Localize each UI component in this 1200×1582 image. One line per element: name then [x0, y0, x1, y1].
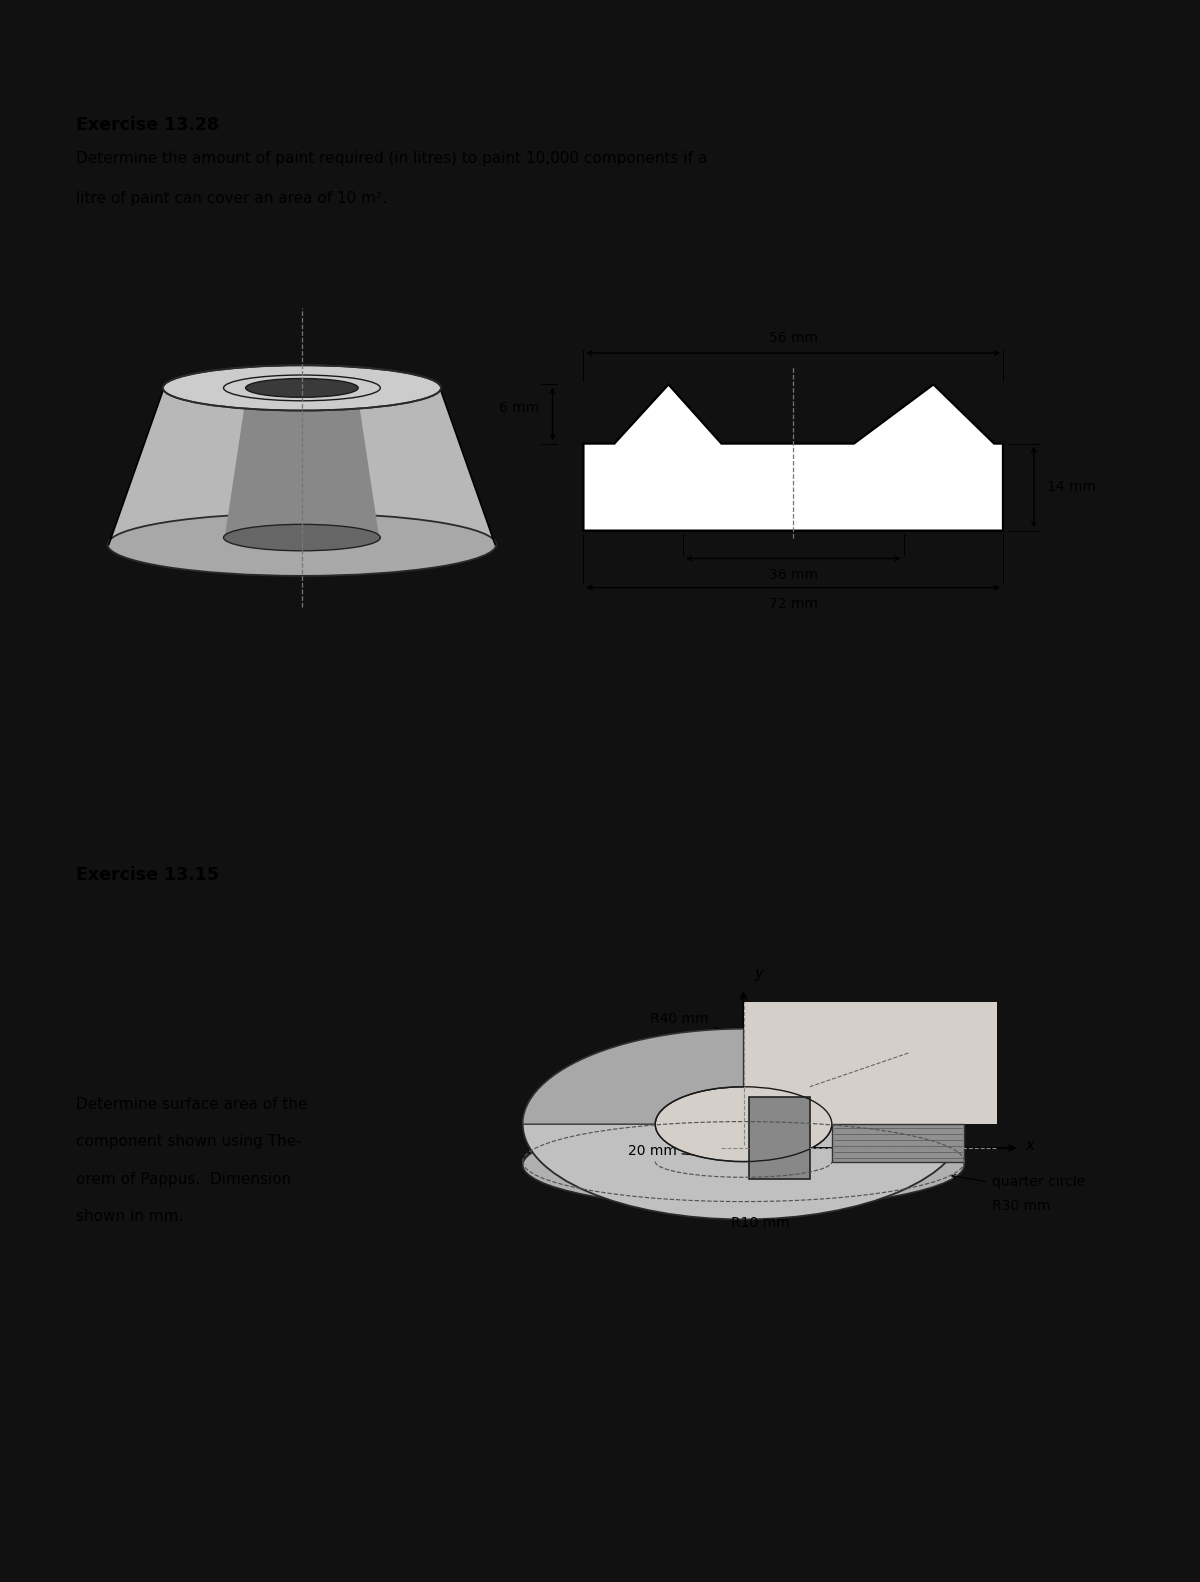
Text: 36 mm: 36 mm [769, 568, 817, 582]
Ellipse shape [223, 524, 380, 551]
Polygon shape [744, 1001, 997, 1125]
Text: 6 mm: 6 mm [499, 402, 539, 416]
Text: R40 mm: R40 mm [649, 1012, 800, 1049]
Ellipse shape [108, 513, 497, 576]
Polygon shape [523, 1028, 744, 1125]
Text: R30 mm: R30 mm [649, 1060, 751, 1093]
Polygon shape [749, 1096, 810, 1179]
Text: shown in mm.: shown in mm. [76, 1209, 182, 1224]
Ellipse shape [523, 1028, 965, 1220]
Polygon shape [583, 384, 1003, 530]
Text: 14 mm: 14 mm [1048, 479, 1096, 494]
Text: 56 mm: 56 mm [769, 331, 817, 345]
Polygon shape [832, 1125, 965, 1161]
Ellipse shape [163, 365, 442, 410]
Text: Determine surface area of the: Determine surface area of the [76, 1096, 307, 1112]
Text: x: x [1025, 1139, 1034, 1153]
Text: Exercise 13.15: Exercise 13.15 [76, 865, 218, 884]
Text: 20 mm: 20 mm [628, 1144, 773, 1163]
Text: R30 mm: R30 mm [992, 1199, 1050, 1213]
Text: 10 mm: 10 mm [628, 1107, 750, 1128]
Polygon shape [224, 391, 379, 538]
Ellipse shape [655, 1149, 832, 1182]
Ellipse shape [655, 1087, 832, 1161]
Text: orem of Pappus.  Dimension: orem of Pappus. Dimension [76, 1172, 290, 1186]
Ellipse shape [246, 378, 359, 397]
Text: litre of paint can cover an area of 10 m².: litre of paint can cover an area of 10 m… [76, 191, 386, 206]
Text: Exercise 13.28: Exercise 13.28 [76, 117, 218, 134]
Text: quarter circle: quarter circle [992, 1175, 1085, 1190]
Text: 72 mm: 72 mm [769, 598, 817, 611]
Text: y: y [755, 967, 763, 981]
Text: Determine the amount of paint required (in litres) to paint 10,000 components if: Determine the amount of paint required (… [76, 152, 707, 166]
Ellipse shape [523, 1122, 965, 1207]
Text: component shown using The-: component shown using The- [76, 1134, 301, 1150]
Polygon shape [109, 388, 496, 544]
Text: R10 mm: R10 mm [731, 1217, 790, 1229]
